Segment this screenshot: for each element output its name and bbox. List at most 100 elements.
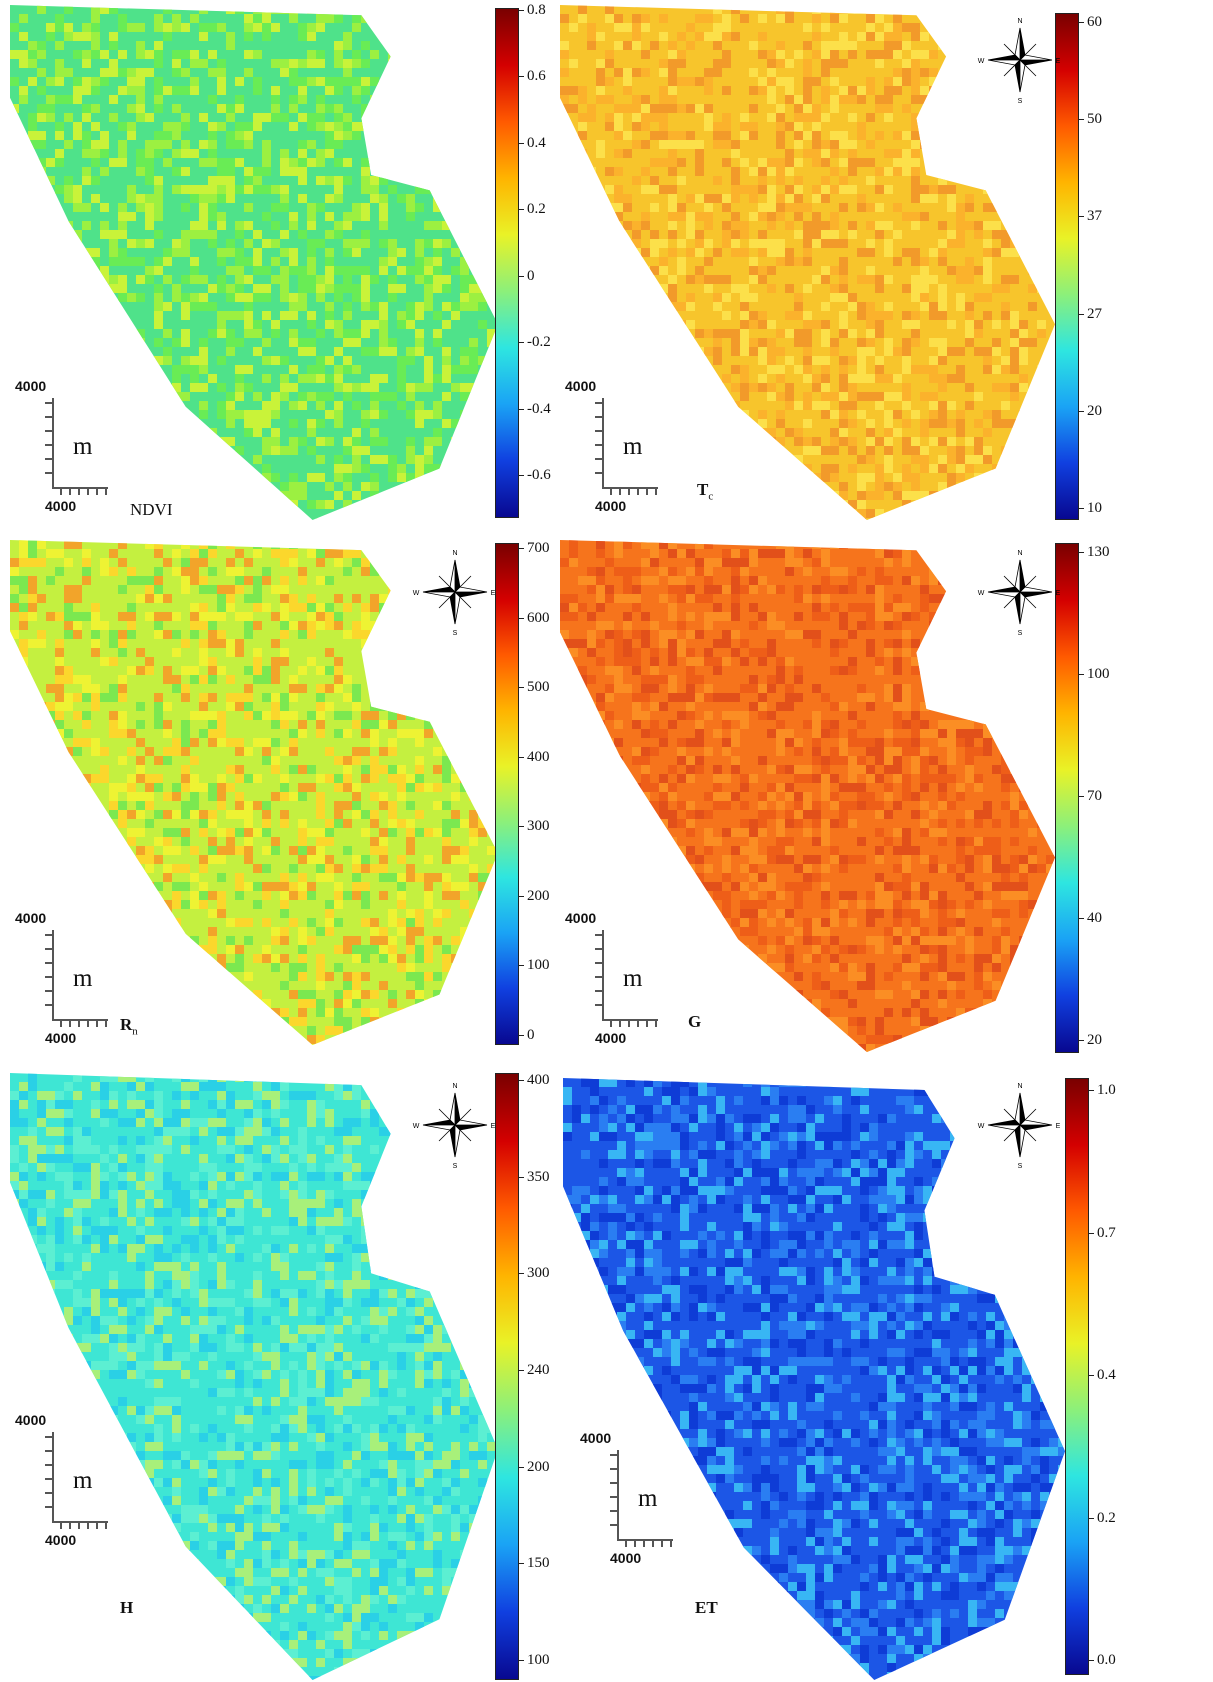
colorbar-tick-label: 1.0	[1088, 1082, 1116, 1098]
colorbar-tick-label: 0.2	[518, 201, 546, 218]
compass-rose-icon: N S E W	[978, 18, 1061, 105]
colorbar-tick-label: 0.7	[1088, 1224, 1116, 1241]
colorbar-tick-label: 100	[1078, 666, 1110, 682]
compass-label-n: N	[1017, 550, 1022, 557]
variable-name: NDVI	[130, 500, 173, 519]
scale-bar-vertical-value: 4000	[15, 378, 47, 394]
colorbar-tick-label: 37	[1078, 208, 1102, 225]
colorbar-ndvi	[495, 8, 519, 518]
colorbar-tick-label: 150	[518, 1555, 550, 1572]
scale-bar-horizontal-value: 4000	[610, 1550, 642, 1566]
colorbar-tick-label: 10	[1078, 500, 1102, 516]
compass-label-n: N	[1017, 18, 1022, 25]
colorbar-tick-label: 100	[518, 957, 550, 974]
colorbar-tick-label: 40	[1078, 910, 1102, 926]
colorbar-tick-label: 300	[518, 1265, 550, 1282]
colorbar-tick-label: 500	[518, 679, 550, 696]
compass-label-w: W	[978, 58, 985, 65]
colorbar-tick-label: 130	[1078, 544, 1110, 560]
scale-bar-horizontal-value: 4000	[595, 498, 627, 514]
variable-name: ET	[695, 1598, 718, 1617]
scale-bar-axes	[595, 930, 658, 1027]
compass-label-n: N	[452, 550, 457, 557]
compass-rose-icon: N S E W	[413, 1083, 496, 1170]
scale-bar-unit: m	[73, 433, 93, 460]
colorbar-tick-label: 60	[1078, 14, 1102, 30]
colorbar-tick-label: 600	[518, 609, 550, 626]
variable-name: T	[697, 480, 709, 499]
compass-label-e: E	[1056, 1123, 1061, 1130]
variable-label-ndvi: NDVI	[130, 500, 173, 520]
colorbar-tick-label: 400	[518, 748, 550, 765]
colorbar-tick-label: 20	[1078, 1032, 1102, 1048]
variable-name: G	[688, 1012, 702, 1031]
scale-bar-vertical-value: 4000	[580, 1430, 612, 1446]
scale-bar-horizontal-value: 4000	[45, 498, 77, 514]
colorbar-tick-label: 27	[1078, 305, 1102, 322]
compass-label-s: S	[1018, 1163, 1023, 1170]
compass-label-s: S	[453, 630, 458, 637]
variable-label-g: G	[688, 1012, 701, 1032]
variable-name: R	[120, 1015, 133, 1034]
scale-bar-vertical-value: 4000	[565, 910, 597, 926]
variable-name: H	[120, 1598, 134, 1617]
compass-label-s: S	[1018, 98, 1023, 105]
colorbar-tick-label: 20	[1078, 402, 1102, 419]
colorbar-tick-label: 200	[518, 887, 550, 904]
colorbar-tick-label: 0.2	[1088, 1509, 1116, 1526]
colorbar-tick-label: 0	[518, 267, 535, 284]
compass-label-n: N	[452, 1083, 457, 1090]
colorbar-tc	[1055, 13, 1079, 520]
scale-bar-unit: m	[638, 1485, 658, 1512]
colorbar-tick-label: 300	[518, 818, 550, 835]
colorbar-tick-label: 0.4	[518, 134, 546, 151]
compass-label-e: E	[491, 1123, 496, 1130]
variable-label-et: ET	[695, 1598, 718, 1618]
colorbar-tick-label: 100	[518, 1652, 550, 1668]
compass-label-e: E	[1056, 590, 1061, 597]
colorbar-tick-label: 0.4	[1088, 1367, 1116, 1383]
variable-label-tc: Tc	[697, 480, 713, 502]
compass-label-s: S	[1018, 630, 1023, 637]
scale-bar-unit: m	[73, 965, 93, 992]
compass-label-s: S	[453, 1163, 458, 1170]
scale-bar-vertical-value: 4000	[15, 1412, 47, 1428]
variable-subscript: n	[132, 1025, 138, 1038]
colorbar-tick-label: 70	[1078, 788, 1102, 804]
scale-bar-horizontal-value: 4000	[45, 1030, 77, 1046]
scale-bar-vertical-value: 4000	[565, 378, 597, 394]
colorbar-tick-label: 700	[518, 540, 550, 556]
colorbar-tick-label: 400	[518, 1072, 550, 1088]
variable-label-h: H	[120, 1598, 133, 1618]
colorbar-tick-label: 350	[518, 1168, 550, 1185]
colorbar-rn	[495, 543, 519, 1045]
scale-bar-axes	[45, 930, 108, 1027]
colorbar-tick-label: -0.6	[518, 467, 551, 483]
variable-label-rn: Rn	[120, 1015, 138, 1037]
colorbar-tick-label: -0.4	[518, 400, 551, 417]
scale-bar-vertical-value: 4000	[15, 910, 47, 926]
scale-bar-axes	[45, 1432, 108, 1529]
compass-label-w: W	[978, 1123, 985, 1130]
scale-bar-unit: m	[623, 433, 643, 460]
colorbar-g	[1055, 543, 1079, 1053]
compass-label-w: W	[978, 590, 985, 597]
scale-bar-horizontal-value: 4000	[45, 1532, 77, 1548]
compass-label-e: E	[1056, 58, 1061, 65]
colorbar-h	[495, 1073, 519, 1680]
colorbar-tick-label: 240	[518, 1362, 550, 1378]
scale-bar-axes	[595, 398, 658, 495]
scale-bar-unit: m	[623, 965, 643, 992]
compass-rose-icon: N S E W	[978, 550, 1061, 637]
compass-rose-icon: N S E W	[413, 550, 496, 637]
compass-label-n: N	[1017, 1083, 1022, 1090]
scale-bar-unit: m	[73, 1467, 93, 1494]
colorbar-tick-label: 0.6	[518, 68, 546, 85]
colorbar-tick-label: 50	[1078, 111, 1102, 128]
scale-bar-horizontal-value: 4000	[595, 1030, 627, 1046]
